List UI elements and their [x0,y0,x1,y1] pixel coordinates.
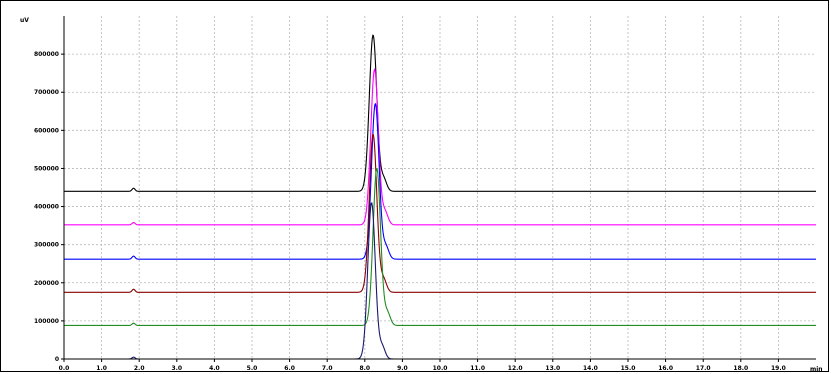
x-tick-label: 17.0 [696,365,711,372]
series-line-4 [64,133,816,293]
y-tick-label: 800000 [34,51,59,58]
x-tick-label: 11.0 [470,365,485,372]
series-line-3 [64,102,816,260]
series-line-5 [64,167,816,327]
grid-lines [64,16,816,359]
x-tick-label: 18.0 [733,365,748,372]
x-tick-labels: 0.0 1.0 2.0 3.0 4.0 5.0 6.0 7.0 8.0 9.0 10.0 11.0 12… [59,365,786,372]
x-tick-label: 14.0 [583,365,598,372]
y-tick-label: 0 [55,356,59,363]
x-tick-label: 5.0 [247,365,258,372]
x-axis-unit: min [810,366,823,373]
y-tick-label: 700000 [34,89,59,96]
y-tick-label: 300000 [34,242,59,249]
x-tick-label: 9.0 [397,365,408,372]
y-tick-labels: 0 100000 200000 300000 400000 500000 600000 700… [34,51,59,363]
x-tick-label: 10.0 [433,365,448,372]
series-line-2 [64,67,816,226]
y-tick-label: 600000 [34,127,59,134]
x-tick-label: 4.0 [209,365,220,372]
x-tick-label: 16.0 [658,365,673,372]
series-line-1 [64,34,816,192]
y-tick-label: 400000 [34,204,59,211]
x-tick-label: 2.0 [134,365,145,372]
x-tick-label: 6.0 [284,365,295,372]
x-tick-label: 13.0 [545,365,560,372]
x-tick-label: 1.0 [96,365,107,372]
x-tick-label: 7.0 [322,365,333,372]
y-tick-label: 100000 [34,318,59,325]
x-tick-label: 12.0 [508,365,523,372]
x-tick-label: 15.0 [621,365,636,372]
x-tick-label: 3.0 [171,365,182,372]
x-tick-label: 19.0 [771,365,786,372]
y-tick-label: 500000 [34,165,59,172]
x-tick-label: 8.0 [359,365,370,372]
x-tick-label: 0.0 [59,365,70,372]
y-tick-label: 200000 [34,280,59,287]
axes [61,16,816,362]
y-axis-unit: uV [20,17,29,24]
